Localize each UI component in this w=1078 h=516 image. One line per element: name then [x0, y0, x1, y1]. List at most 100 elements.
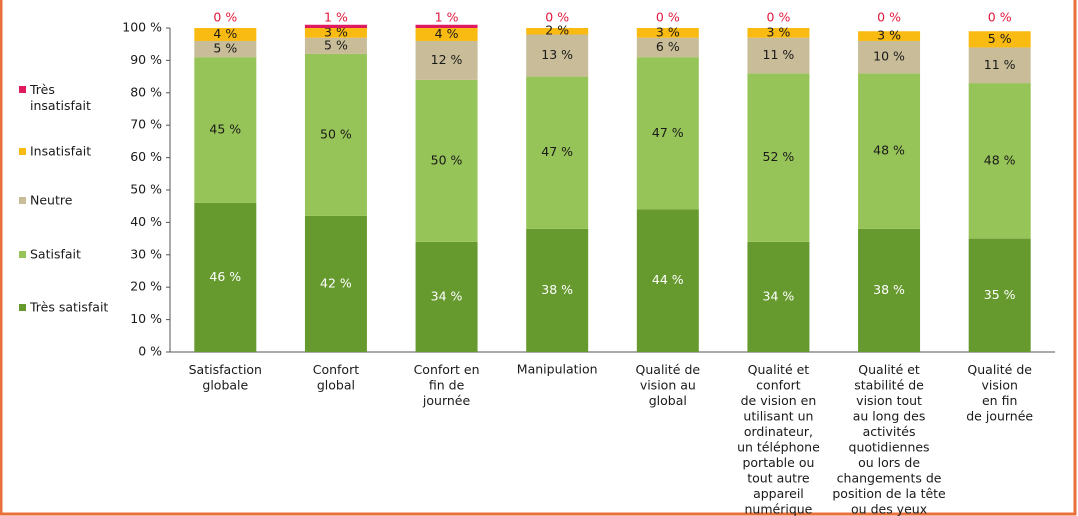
- bar-segment: [415, 79, 478, 242]
- y-tick-label: 10 %: [130, 311, 162, 326]
- data-label: 0 %: [877, 10, 901, 25]
- data-label: 0 %: [656, 10, 680, 25]
- legend-swatch: [19, 197, 26, 204]
- x-tick-label: Qualité et stabilité de vision tout au long…: [832, 362, 946, 516]
- data-label: 1 %: [324, 10, 348, 25]
- bar-segment: [415, 241, 478, 352]
- data-label: 4 %: [213, 26, 237, 41]
- data-label: 48 %: [984, 152, 1016, 167]
- bar-segment: [304, 28, 367, 38]
- y-tick-label: 40 %: [130, 214, 162, 229]
- bar-segment: [636, 28, 699, 38]
- legend-swatch: [19, 148, 26, 155]
- data-label: 0 %: [545, 10, 569, 25]
- x-tick-label: Qualité de vision en fin de journée: [966, 362, 1033, 424]
- data-label: 35 %: [984, 287, 1016, 302]
- x-tick-label: Qualité de vision au global: [636, 362, 701, 408]
- bar-segment: [304, 37, 367, 54]
- data-label: 44 %: [652, 272, 684, 287]
- data-label: 11 %: [984, 57, 1016, 72]
- bar-segment: [858, 73, 921, 229]
- bar-segment: [968, 83, 1031, 239]
- data-label: 42 %: [320, 275, 352, 290]
- data-label: 2 %: [545, 23, 569, 38]
- bar-segment: [194, 40, 257, 58]
- data-label: 4 %: [435, 26, 459, 41]
- y-tick-label: 100 %: [122, 20, 162, 35]
- data-label: 47 %: [541, 144, 573, 159]
- x-tick-label: Manipulation: [517, 362, 598, 377]
- data-label: 47 %: [652, 125, 684, 140]
- data-label: 12 %: [431, 52, 463, 67]
- bar-segment: [526, 34, 589, 77]
- bar-segment: [194, 28, 257, 41]
- bar-segment: [747, 241, 810, 352]
- bar-segment: [747, 37, 810, 74]
- data-label: 6 %: [656, 39, 680, 54]
- data-label: 10 %: [873, 49, 905, 64]
- data-label: 34 %: [431, 288, 463, 303]
- x-tick-label: Confort en fin de journée: [414, 362, 480, 408]
- x-tick-label: Satisfaction globale: [189, 362, 262, 393]
- legend-label: Satisfait: [30, 247, 81, 262]
- data-label: 3 %: [767, 24, 791, 39]
- data-label: 5 %: [988, 31, 1012, 46]
- bar-segment: [747, 28, 810, 38]
- data-label: 45 %: [209, 122, 241, 137]
- y-tick-label: 80 %: [130, 84, 162, 99]
- y-tick-label: 90 %: [130, 52, 162, 67]
- legend-label: Très satisfait: [29, 300, 108, 315]
- data-label: 38 %: [541, 282, 573, 297]
- data-label: 3 %: [656, 24, 680, 39]
- bar-segment: [636, 57, 699, 210]
- bar-segment: [304, 53, 367, 216]
- bar-segment: [194, 57, 257, 203]
- bar-segment: [194, 202, 257, 352]
- legend-swatch: [19, 251, 26, 258]
- legend-label: Neutre: [30, 193, 73, 208]
- bar-segment: [304, 24, 367, 28]
- bar-segment: [747, 73, 810, 242]
- y-tick-label: 70 %: [130, 117, 162, 132]
- bar-segment: [526, 228, 589, 352]
- legend-label: Très insatisfait: [29, 82, 91, 113]
- legend-label: Insatisfait: [30, 144, 91, 159]
- data-label: 3 %: [324, 24, 348, 39]
- y-tick-label: 0 %: [138, 344, 162, 359]
- bar-segment: [526, 28, 589, 35]
- bar-segment: [968, 31, 1031, 48]
- bar-segment: [304, 215, 367, 352]
- legend-swatch: [19, 86, 26, 93]
- y-tick-label: 60 %: [130, 149, 162, 164]
- bar-segment: [526, 76, 589, 229]
- x-tick-label: Confort global: [313, 362, 359, 393]
- data-label: 0 %: [988, 10, 1012, 25]
- bar-segment: [858, 40, 921, 74]
- x-tick-label: Qualité et confort de vision en utilisant u…: [737, 362, 820, 516]
- bar-segment: [968, 238, 1031, 352]
- bar-segment: [415, 24, 478, 28]
- data-label: 0 %: [767, 10, 791, 25]
- data-label: 0 %: [213, 10, 237, 25]
- data-label: 52 %: [763, 149, 795, 164]
- data-label: 50 %: [320, 126, 352, 141]
- bar-segment: [636, 209, 699, 352]
- bar-segment: [858, 228, 921, 352]
- bar-segment: [858, 31, 921, 41]
- data-label: 50 %: [431, 152, 463, 167]
- bar-segment: [636, 37, 699, 58]
- bar-segment: [415, 28, 478, 41]
- data-label: 11 %: [763, 47, 795, 62]
- legend-swatch: [19, 304, 26, 311]
- y-tick-label: 20 %: [130, 279, 162, 294]
- data-label: 46 %: [209, 269, 241, 284]
- data-label: 13 %: [541, 47, 573, 62]
- data-label: 3 %: [877, 28, 901, 43]
- data-label: 48 %: [873, 143, 905, 158]
- bar-segment: [968, 47, 1031, 84]
- y-tick-label: 50 %: [130, 182, 162, 197]
- data-label: 34 %: [763, 288, 795, 303]
- data-label: 1 %: [435, 10, 459, 25]
